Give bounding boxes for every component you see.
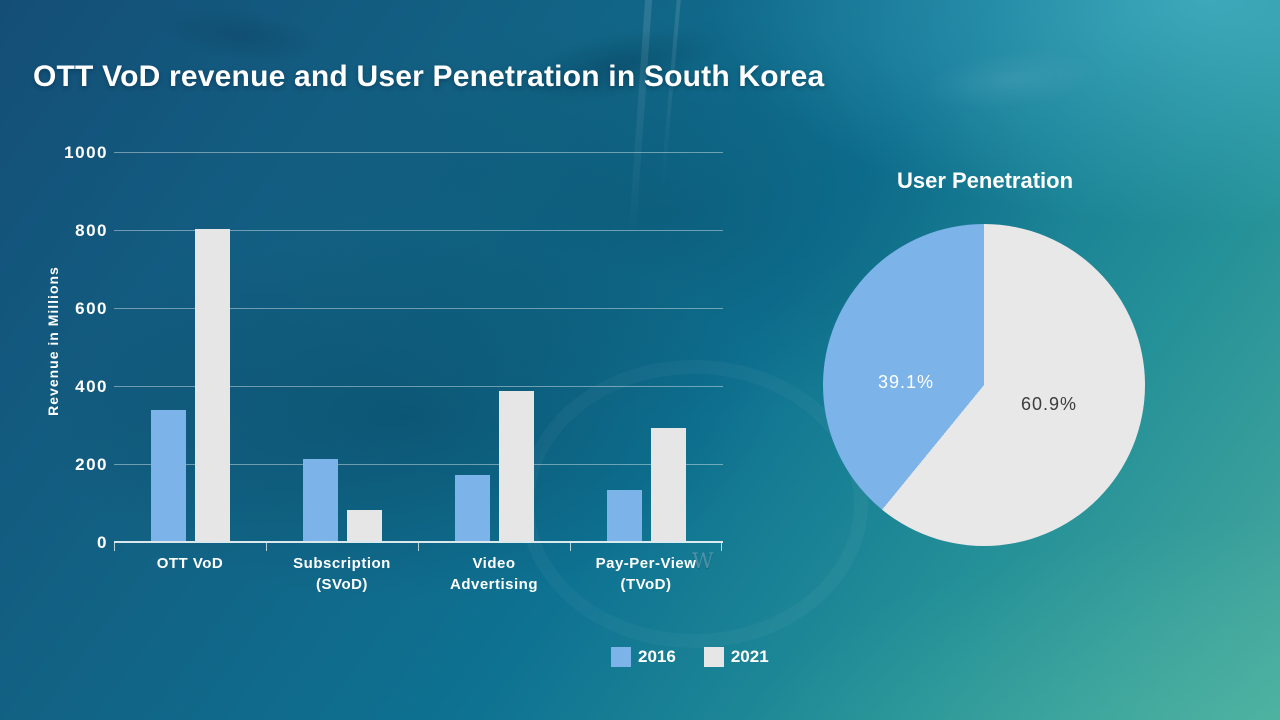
x-axis-tick (114, 543, 115, 551)
bar-group-ott-vod (114, 229, 266, 541)
category-label-subscription-svod-: Subscription (SVoD) (293, 555, 391, 593)
pie-slice-label-2016: 39.1% (877, 372, 935, 392)
bar-2016-value-170 (454, 474, 490, 541)
x-axis-tick (570, 543, 571, 551)
background-watermark: W (692, 549, 714, 573)
y-tick-label-0: 0 (97, 533, 108, 552)
legend-item-2021: 2021 (703, 647, 769, 667)
pie-slice-label-2021: 60.9% (1020, 394, 1078, 414)
y-tick-label-400: 400 (75, 377, 108, 396)
bar-2016-value-130 (606, 490, 642, 541)
y-tick-label-1000: 1000 (64, 143, 108, 162)
chart-legend: 2016 2021 (611, 647, 769, 667)
bar-group-video-advertising (418, 390, 570, 541)
water-highlight-texture (876, 26, 1144, 134)
legend-label-2021: 2021 (730, 647, 769, 666)
bar-2021-value-800 (194, 229, 230, 541)
y-tick-label-800: 800 (75, 221, 108, 240)
y-axis-title: Revenue in Millions (45, 266, 61, 416)
gridline-600 (114, 308, 723, 309)
y-tick-label-200: 200 (75, 455, 108, 474)
gridline-200 (114, 464, 723, 465)
category-label-pay-per-view-tvod-: Pay-Per-View (TVoD) (595, 555, 697, 593)
category-label-video-advertising: Video Advertising (449, 555, 538, 593)
bar-chart-plot-area (114, 152, 723, 551)
legend-swatch-2016 (611, 647, 631, 667)
bar-2021-value-80 (346, 509, 382, 541)
gridline-400 (114, 386, 723, 387)
category-label-ott-vod: OTT VoD (156, 555, 224, 572)
y-tick-label-600: 600 (75, 299, 108, 318)
bar-group-pay-per-view-tvod- (570, 427, 722, 541)
bar-2021-value-290 (650, 427, 686, 541)
legend-swatch-2021 (703, 647, 724, 667)
legend-item-2016: 2016 (611, 647, 676, 667)
x-axis-line (114, 541, 723, 543)
x-axis-tick (418, 543, 419, 551)
slide-title: OTT VoD revenue and User Penetration in … (33, 60, 825, 93)
x-axis-tick (266, 543, 267, 551)
bar-2021-value-385 (498, 390, 534, 541)
x-axis-tick (721, 543, 722, 551)
pie-chart-title: User Penetration (896, 168, 1074, 193)
bar-2016-value-335 (150, 410, 186, 541)
legend-label-2016: 2016 (638, 647, 676, 666)
bar-group-subscription-svod- (266, 459, 418, 541)
x-axis-category-labels: OTT VoD Subscription (SVoD) Video Advertis… (114, 553, 723, 595)
pie-chart (823, 224, 1145, 546)
bar-2016-value-210 (302, 459, 338, 541)
gridline-800 (114, 230, 723, 231)
gridline-1000 (114, 152, 723, 153)
